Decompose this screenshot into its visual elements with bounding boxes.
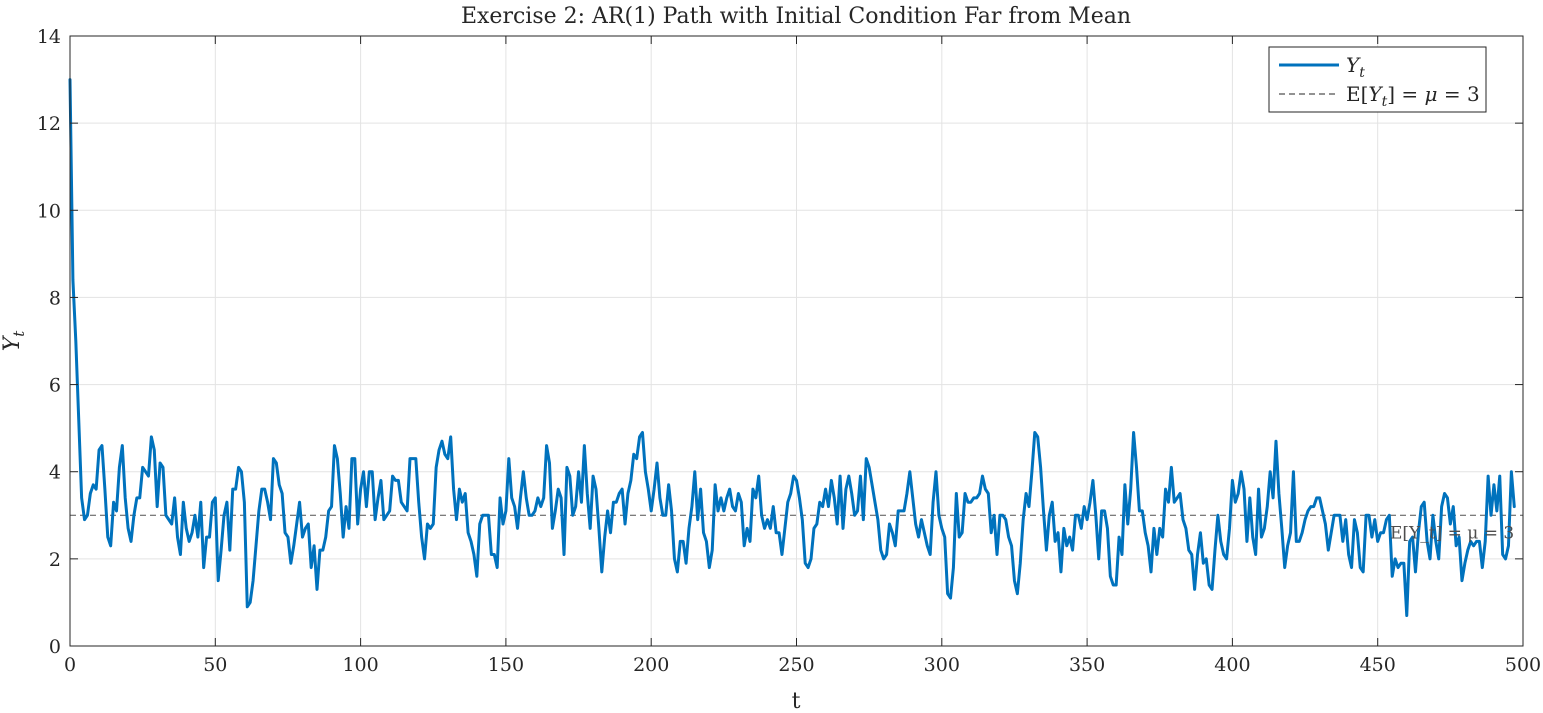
x-tick-label: 50 [203, 654, 227, 676]
x-tick-label: 400 [1214, 654, 1250, 676]
x-tick-label: 200 [633, 654, 669, 676]
x-axis-label: t [792, 689, 801, 713]
x-tick-label: 150 [488, 654, 524, 676]
y-tick-label: 2 [49, 549, 61, 571]
legend-box [1268, 46, 1487, 113]
x-tick-label: 250 [778, 654, 814, 676]
y-tick-label: 0 [49, 636, 61, 658]
y-axis-label: Yt [0, 330, 28, 352]
y-tick-label: 6 [49, 375, 61, 397]
legend-label-mean: E[Yt] = μ = 3 [1346, 82, 1480, 110]
y-tick-label: 10 [37, 200, 61, 222]
x-tick-label: 100 [342, 654, 378, 676]
y-tick-label: 14 [37, 26, 61, 48]
x-tick-label: 450 [1360, 654, 1396, 676]
x-tick-label: 350 [1069, 654, 1105, 676]
yt-series-line [68, 78, 1516, 617]
x-tick-label: 500 [1505, 654, 1541, 676]
x-tick-label: 0 [64, 654, 76, 676]
y-tick-label: 8 [49, 287, 61, 309]
x-tick-label: 300 [924, 654, 960, 676]
svg-text:Yt: Yt [0, 330, 28, 352]
mean-annotation: E[Y_t] = μ = 3 [1390, 523, 1514, 543]
y-tick-label: 4 [49, 462, 61, 484]
legend: Yt E[Yt] = μ = 3 [1268, 46, 1487, 113]
chart-title: Exercise 2: AR(1) Path with Initial Cond… [461, 4, 1131, 29]
series-layer [68, 78, 1516, 617]
y-tick-label: 12 [37, 113, 61, 135]
axis-ticks: 0 50 100 150 200 250 300 350 400 450 500 0 2 4 6 8 10 12 1… [37, 26, 1541, 676]
